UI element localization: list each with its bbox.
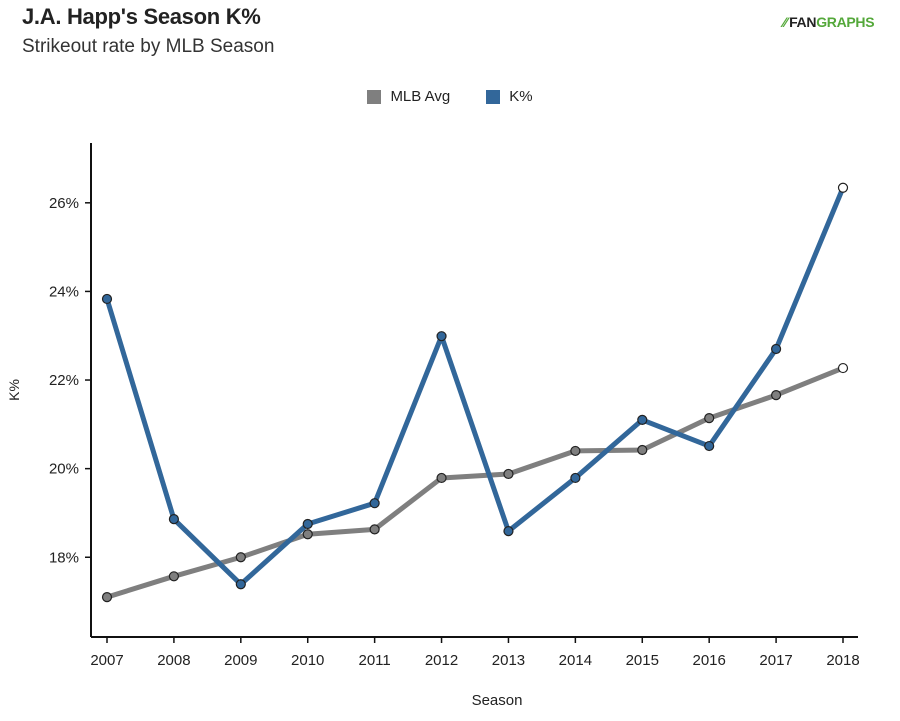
- data-point-mlb-avg: [637, 444, 648, 456]
- series-line-k: [104, 186, 846, 587]
- logo-mark-icon: ⁄⁄: [783, 14, 788, 30]
- x-tick-label: 2014: [559, 652, 592, 669]
- x-tick-label: 2009: [224, 652, 257, 669]
- data-point-mlb-avg: [704, 413, 715, 424]
- data-point-mlb-avg: [302, 529, 313, 540]
- x-tick-label: 2011: [359, 652, 391, 669]
- x-tick-label: 2016: [692, 652, 725, 669]
- x-tick-label: 2017: [759, 652, 792, 669]
- y-tick-label: 24%: [49, 283, 79, 300]
- data-point-k: [637, 414, 648, 426]
- x-tick-label: 2018: [826, 652, 859, 669]
- data-point-mlb-avg: [101, 592, 113, 603]
- data-point-k: [369, 498, 380, 509]
- logo-text-graphs: GRAPHS: [816, 14, 875, 30]
- data-point-mlb-avg: [770, 389, 782, 401]
- data-point-mlb-avg: [570, 445, 581, 457]
- chart-subtitle: Strikeout rate by MLB Season: [22, 36, 275, 57]
- data-point-mlb-avg: [837, 362, 849, 374]
- y-tick-label: 26%: [49, 195, 79, 212]
- x-tick-label: 2015: [626, 652, 659, 669]
- y-tick-label: 18%: [49, 549, 79, 566]
- data-point-k: [235, 579, 246, 590]
- legend-item-mlb-avg[interactable]: MLB Avg: [367, 88, 450, 105]
- y-axis-title: K%: [6, 379, 22, 401]
- logo-text-fan: FAN: [789, 14, 817, 30]
- legend: MLB Avg K%: [0, 88, 900, 105]
- x-tick-label: 2012: [425, 652, 458, 669]
- data-point-mlb-avg: [369, 524, 380, 535]
- x-tick-label: 2007: [90, 652, 123, 669]
- legend-swatch-mlb-avg: [367, 89, 382, 104]
- x-tick-label: 2013: [492, 652, 525, 669]
- legend-swatch-k-pct: [486, 89, 501, 104]
- data-point-k: [503, 526, 514, 537]
- chart-title: J.A. Happ's Season K%: [22, 4, 261, 29]
- data-point-mlb-avg: [436, 472, 447, 484]
- legend-label-k-pct: K%: [509, 88, 533, 105]
- x-axis-title: Season: [472, 692, 523, 709]
- data-point-mlb-avg: [503, 468, 514, 480]
- data-point-k: [436, 331, 447, 342]
- legend-item-k-pct[interactable]: K%: [486, 88, 533, 105]
- data-point-k: [704, 440, 715, 452]
- data-point-k: [770, 343, 782, 355]
- data-point-mlb-avg: [235, 552, 246, 563]
- data-point-k: [570, 472, 581, 484]
- x-tick-label: 2008: [157, 652, 190, 669]
- y-tick-label: 22%: [49, 372, 79, 389]
- series-line-mlb-avg: [106, 365, 844, 600]
- data-point-k: [302, 518, 313, 530]
- fangraphs-logo: ⁄⁄ FANGRAPHS: [783, 14, 875, 30]
- data-point-k: [101, 293, 113, 305]
- legend-label-mlb-avg: MLB Avg: [390, 88, 451, 105]
- x-tick-label: 2010: [291, 652, 324, 669]
- y-tick-label: 20%: [49, 461, 79, 478]
- data-point-k: [168, 514, 180, 525]
- data-point-mlb-avg: [168, 571, 180, 582]
- data-point-k: [837, 182, 849, 193]
